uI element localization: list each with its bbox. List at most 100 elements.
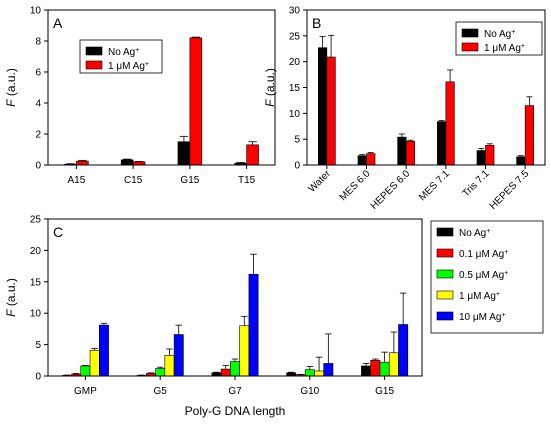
legend-swatch	[436, 227, 454, 237]
x-tick-label: G5	[154, 386, 168, 397]
legend-entry: 0.5 μM Ag+	[459, 270, 508, 282]
error-bar	[288, 371, 295, 373]
error-bar	[175, 324, 182, 335]
bar-a-0-1	[120, 159, 134, 166]
error-bar	[156, 366, 164, 369]
error-bar	[367, 152, 374, 154]
error-bar	[447, 69, 454, 82]
error-bar	[372, 358, 379, 361]
y-tick-label: 20	[289, 57, 301, 68]
bar-c-2-4	[379, 361, 390, 377]
y-tick-label: 2	[35, 130, 41, 141]
x-axis-label: Poly-G DNA length	[185, 404, 286, 418]
y-tick-label: 25	[289, 31, 301, 42]
error-bar	[478, 148, 485, 151]
bar-b-1-1	[366, 153, 376, 166]
bar-c-4-3	[323, 363, 334, 377]
error-bar	[319, 35, 326, 48]
y-tick-label: 20	[30, 246, 42, 257]
y-tick-label: 4	[35, 99, 41, 110]
error-bar	[315, 356, 323, 371]
error-bar	[191, 36, 201, 38]
legend-entry: 1 μM Ag+	[108, 61, 149, 73]
chart-panel-c: 0 5 10 15 20 25 GMP G5 G7 G10 G15 C F (a.u.) Poly-G D…	[4, 215, 544, 418]
y-tick-label: 8	[35, 37, 41, 48]
bar-c-3-2	[239, 325, 250, 377]
bar-c-2-3	[304, 369, 315, 377]
legend-entry: No Ag+	[108, 47, 139, 59]
y-tick-label: 30	[289, 6, 301, 17]
bar-c-4-0	[99, 324, 109, 377]
x-tick-label: Water	[307, 168, 334, 195]
bar-b-0-5	[516, 156, 526, 166]
error-bar	[381, 351, 388, 363]
y-tick-label: 10	[30, 6, 42, 17]
legend-entry: 1 μM Ag+	[484, 43, 525, 55]
error-bar	[306, 366, 314, 370]
error-bar	[250, 253, 257, 275]
x-tick-label: MES 6.0	[338, 168, 373, 203]
y-tick-label: 5	[35, 340, 41, 351]
x-tick-label: GMP	[74, 386, 97, 397]
y-tick-label: 0	[294, 161, 300, 172]
error-bar	[486, 143, 493, 146]
y-axis-label: F (a.u.)	[4, 278, 18, 317]
bar-c-0-4	[361, 365, 371, 377]
bar-c-3-0	[89, 349, 100, 377]
panel-label: B	[312, 15, 321, 31]
bar-c-4-1	[173, 334, 184, 377]
error-bar	[166, 348, 173, 356]
legend-swatch	[436, 290, 454, 300]
error-bar	[72, 373, 80, 375]
x-tick-label: C15	[124, 175, 143, 186]
bar-c-1-2	[220, 368, 231, 377]
error-bar	[236, 162, 245, 164]
error-bar	[82, 364, 89, 366]
bar-c-2-1	[155, 368, 166, 377]
error-bar	[213, 371, 220, 373]
y-tick-label: 5	[294, 135, 300, 146]
error-bar	[517, 155, 524, 157]
y-tick-label: 25	[30, 215, 42, 226]
legend: No Ag+ 1 μM Ag+	[79, 39, 163, 74]
panel-label: C	[53, 224, 63, 240]
bar-b-0-0	[318, 47, 328, 166]
legend-swatch	[436, 269, 454, 279]
bar-a-1-2	[189, 37, 203, 166]
bar-c-3-1	[164, 354, 175, 377]
bar-c-4-2	[248, 273, 259, 377]
error-bar	[231, 358, 239, 362]
error-bar	[147, 372, 155, 374]
error-bar	[438, 120, 445, 122]
error-bar	[398, 133, 405, 138]
error-bar	[122, 158, 132, 160]
error-bar	[390, 331, 398, 353]
bar-b-1-4	[485, 145, 495, 166]
x-tick-label: G7	[228, 386, 242, 397]
legend: No Ag+ 1 μM Ag+	[455, 21, 543, 56]
error-bar	[100, 322, 108, 326]
error-bar	[359, 154, 366, 156]
panel-label: A	[53, 15, 63, 31]
x-tick-label: T15	[238, 175, 256, 186]
y-tick-label: 6	[35, 68, 41, 79]
error-bar	[222, 364, 229, 370]
x-tick-label: MES 7.1	[417, 168, 452, 203]
x-tick-label: G10	[300, 386, 319, 397]
bar-c-1-4	[370, 359, 381, 377]
x-tick-label: G15	[375, 386, 394, 397]
legend-swatch	[85, 46, 103, 56]
y-tick-label: 0	[35, 161, 41, 172]
bar-b-1-2	[405, 140, 415, 166]
error-bar	[248, 141, 257, 145]
legend-entry: No Ag+	[484, 29, 515, 41]
x-tick-label: HEPES 6.0	[369, 168, 413, 212]
legend-swatch	[461, 28, 479, 38]
legend-swatch	[461, 42, 479, 52]
bar-b-1-0	[326, 56, 336, 166]
legend: No Ag+ 0.1 μM Ag+ 0.5 μM Ag+ 1 μM Ag+ 10 μM …	[430, 220, 544, 334]
bar-b-1-5	[524, 105, 534, 166]
legend-swatch	[436, 311, 454, 321]
bar-b-0-3	[437, 121, 447, 166]
